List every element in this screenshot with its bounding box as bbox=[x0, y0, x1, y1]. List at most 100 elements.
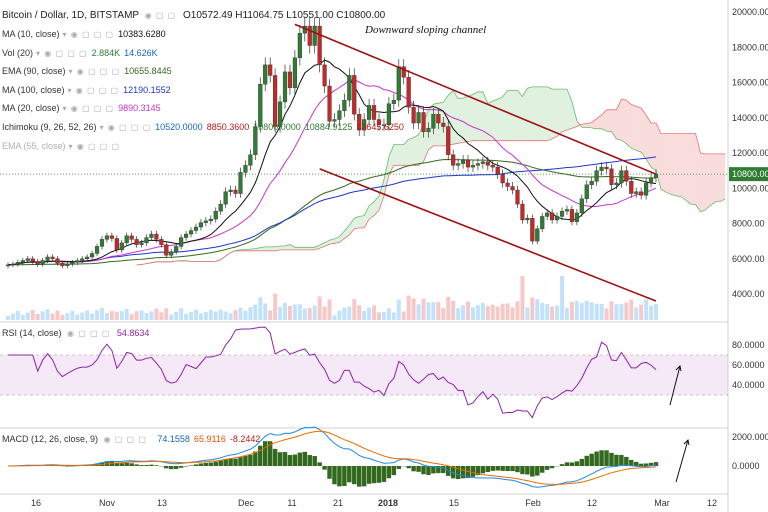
cloud-segment bbox=[359, 215, 365, 228]
macd-hist-bar bbox=[619, 455, 624, 466]
candle-body bbox=[619, 170, 624, 184]
volume-bar bbox=[75, 314, 80, 320]
indicator-controls[interactable]: ▾ ◉ ▢ ▢ ▢ bbox=[68, 67, 121, 77]
volume-bar bbox=[203, 312, 208, 320]
candle-body bbox=[15, 262, 20, 265]
candle bbox=[5, 262, 11, 269]
candle-body bbox=[584, 184, 589, 200]
macd-legend-controls[interactable]: ◉ ▢ ▢ ▢ bbox=[103, 435, 147, 444]
candle bbox=[30, 256, 35, 264]
candle bbox=[99, 236, 105, 250]
candle-body bbox=[371, 105, 377, 120]
macd-hist-bar bbox=[589, 453, 594, 466]
cloud-segment bbox=[354, 216, 360, 229]
indicator-controls[interactable]: ▾ ◉ ▢ ▢ ▢ bbox=[68, 141, 121, 151]
indicator-controls[interactable]: ▾ ◉ ▢ ▢ ▢ bbox=[36, 48, 88, 58]
cloud-segment bbox=[601, 109, 607, 131]
macd-hist-bar bbox=[272, 448, 278, 466]
macd-hist-bar bbox=[332, 466, 337, 485]
volume-bar bbox=[263, 303, 268, 320]
macd-hist-bar bbox=[391, 466, 397, 476]
cloud-segment bbox=[685, 133, 691, 205]
volume-bar bbox=[109, 311, 114, 320]
price-tick-label: 14000.00 bbox=[732, 113, 768, 123]
macd-hist-bar bbox=[490, 466, 495, 471]
candle-body bbox=[169, 251, 174, 256]
cloud-segment bbox=[586, 122, 592, 128]
price-tick-label: 16000.00 bbox=[732, 78, 768, 88]
cloud-segment bbox=[492, 99, 498, 141]
legend-controls[interactable]: ◉ ▢ ▢ bbox=[144, 11, 177, 20]
volume-bar bbox=[352, 299, 357, 320]
macd-value: 65.9116 bbox=[193, 434, 226, 444]
candle-body bbox=[634, 191, 639, 194]
candle bbox=[550, 209, 555, 224]
cloud-segment bbox=[324, 240, 330, 247]
candle bbox=[40, 257, 45, 267]
price-tick-label: 12000.00 bbox=[732, 148, 768, 158]
volume-bar bbox=[540, 303, 545, 320]
rsi-line bbox=[8, 326, 657, 419]
volume-bar bbox=[614, 304, 619, 320]
volume-bar bbox=[95, 310, 100, 320]
volume-bar bbox=[609, 301, 614, 320]
volume-bar bbox=[396, 299, 401, 320]
volume-bar bbox=[104, 313, 109, 320]
candle bbox=[629, 176, 634, 198]
cloud-segment bbox=[339, 230, 345, 243]
volume-bar bbox=[377, 312, 381, 320]
cloud-segment bbox=[468, 94, 473, 142]
candle-body bbox=[470, 165, 476, 168]
candle bbox=[406, 70, 411, 114]
candle bbox=[213, 207, 218, 223]
volume-bar bbox=[475, 305, 480, 320]
candle bbox=[253, 120, 258, 161]
cloud-segment bbox=[527, 86, 533, 141]
candle-body bbox=[475, 163, 481, 166]
volume-bar bbox=[550, 306, 555, 320]
candle bbox=[277, 95, 283, 133]
volume-bar bbox=[268, 310, 273, 320]
candle-body bbox=[268, 64, 273, 76]
candle bbox=[164, 241, 169, 258]
candle bbox=[203, 217, 208, 227]
indicator-controls[interactable]: ▾ ◉ ▢ ▢ ▢ bbox=[62, 104, 115, 114]
volume-bars bbox=[6, 276, 658, 320]
candle-body bbox=[431, 114, 436, 129]
rsi-tick-label: 60.0000 bbox=[732, 360, 765, 370]
candle-body bbox=[119, 242, 124, 251]
candle-body bbox=[376, 119, 382, 125]
volume-bar bbox=[555, 305, 560, 320]
candle bbox=[25, 256, 30, 264]
candle bbox=[179, 234, 184, 250]
cloud-segment bbox=[334, 236, 340, 244]
candle bbox=[619, 165, 624, 188]
indicator-value: 10383.6280 bbox=[118, 29, 166, 39]
candle-body bbox=[99, 239, 105, 247]
macd-hist-bar bbox=[223, 458, 228, 466]
candle bbox=[154, 230, 159, 243]
cloud-segment bbox=[393, 144, 399, 166]
volume-bar bbox=[20, 314, 25, 320]
cloud-segment bbox=[522, 88, 528, 141]
indicator-controls[interactable]: ▾ ◉ ▢ ▢ ▢ bbox=[99, 123, 152, 132]
volume-bar bbox=[15, 310, 20, 320]
macd-name: MACD (12, 26, close, 9) bbox=[2, 434, 99, 444]
macd-hist-bar bbox=[386, 466, 392, 479]
cloud-segment bbox=[532, 86, 538, 141]
candle bbox=[461, 154, 466, 169]
candle-body bbox=[465, 159, 471, 168]
candle bbox=[60, 260, 65, 269]
indicator-controls[interactable]: ▾ ◉ ▢ ▢ ▢ bbox=[67, 85, 120, 95]
candle-body bbox=[406, 77, 411, 108]
cloud-segment bbox=[364, 205, 370, 228]
candle-body bbox=[129, 235, 134, 240]
indicator-controls[interactable]: ▾ ◉ ▢ ▢ ▢ bbox=[62, 30, 115, 39]
macd-hist-bar bbox=[238, 457, 243, 466]
candle-body bbox=[109, 235, 114, 239]
rsi-legend-controls[interactable]: ◉ ▢ ▢ ▢ bbox=[67, 329, 111, 338]
candle bbox=[564, 205, 570, 215]
candle-body bbox=[322, 64, 327, 87]
volume-bar bbox=[515, 301, 520, 320]
